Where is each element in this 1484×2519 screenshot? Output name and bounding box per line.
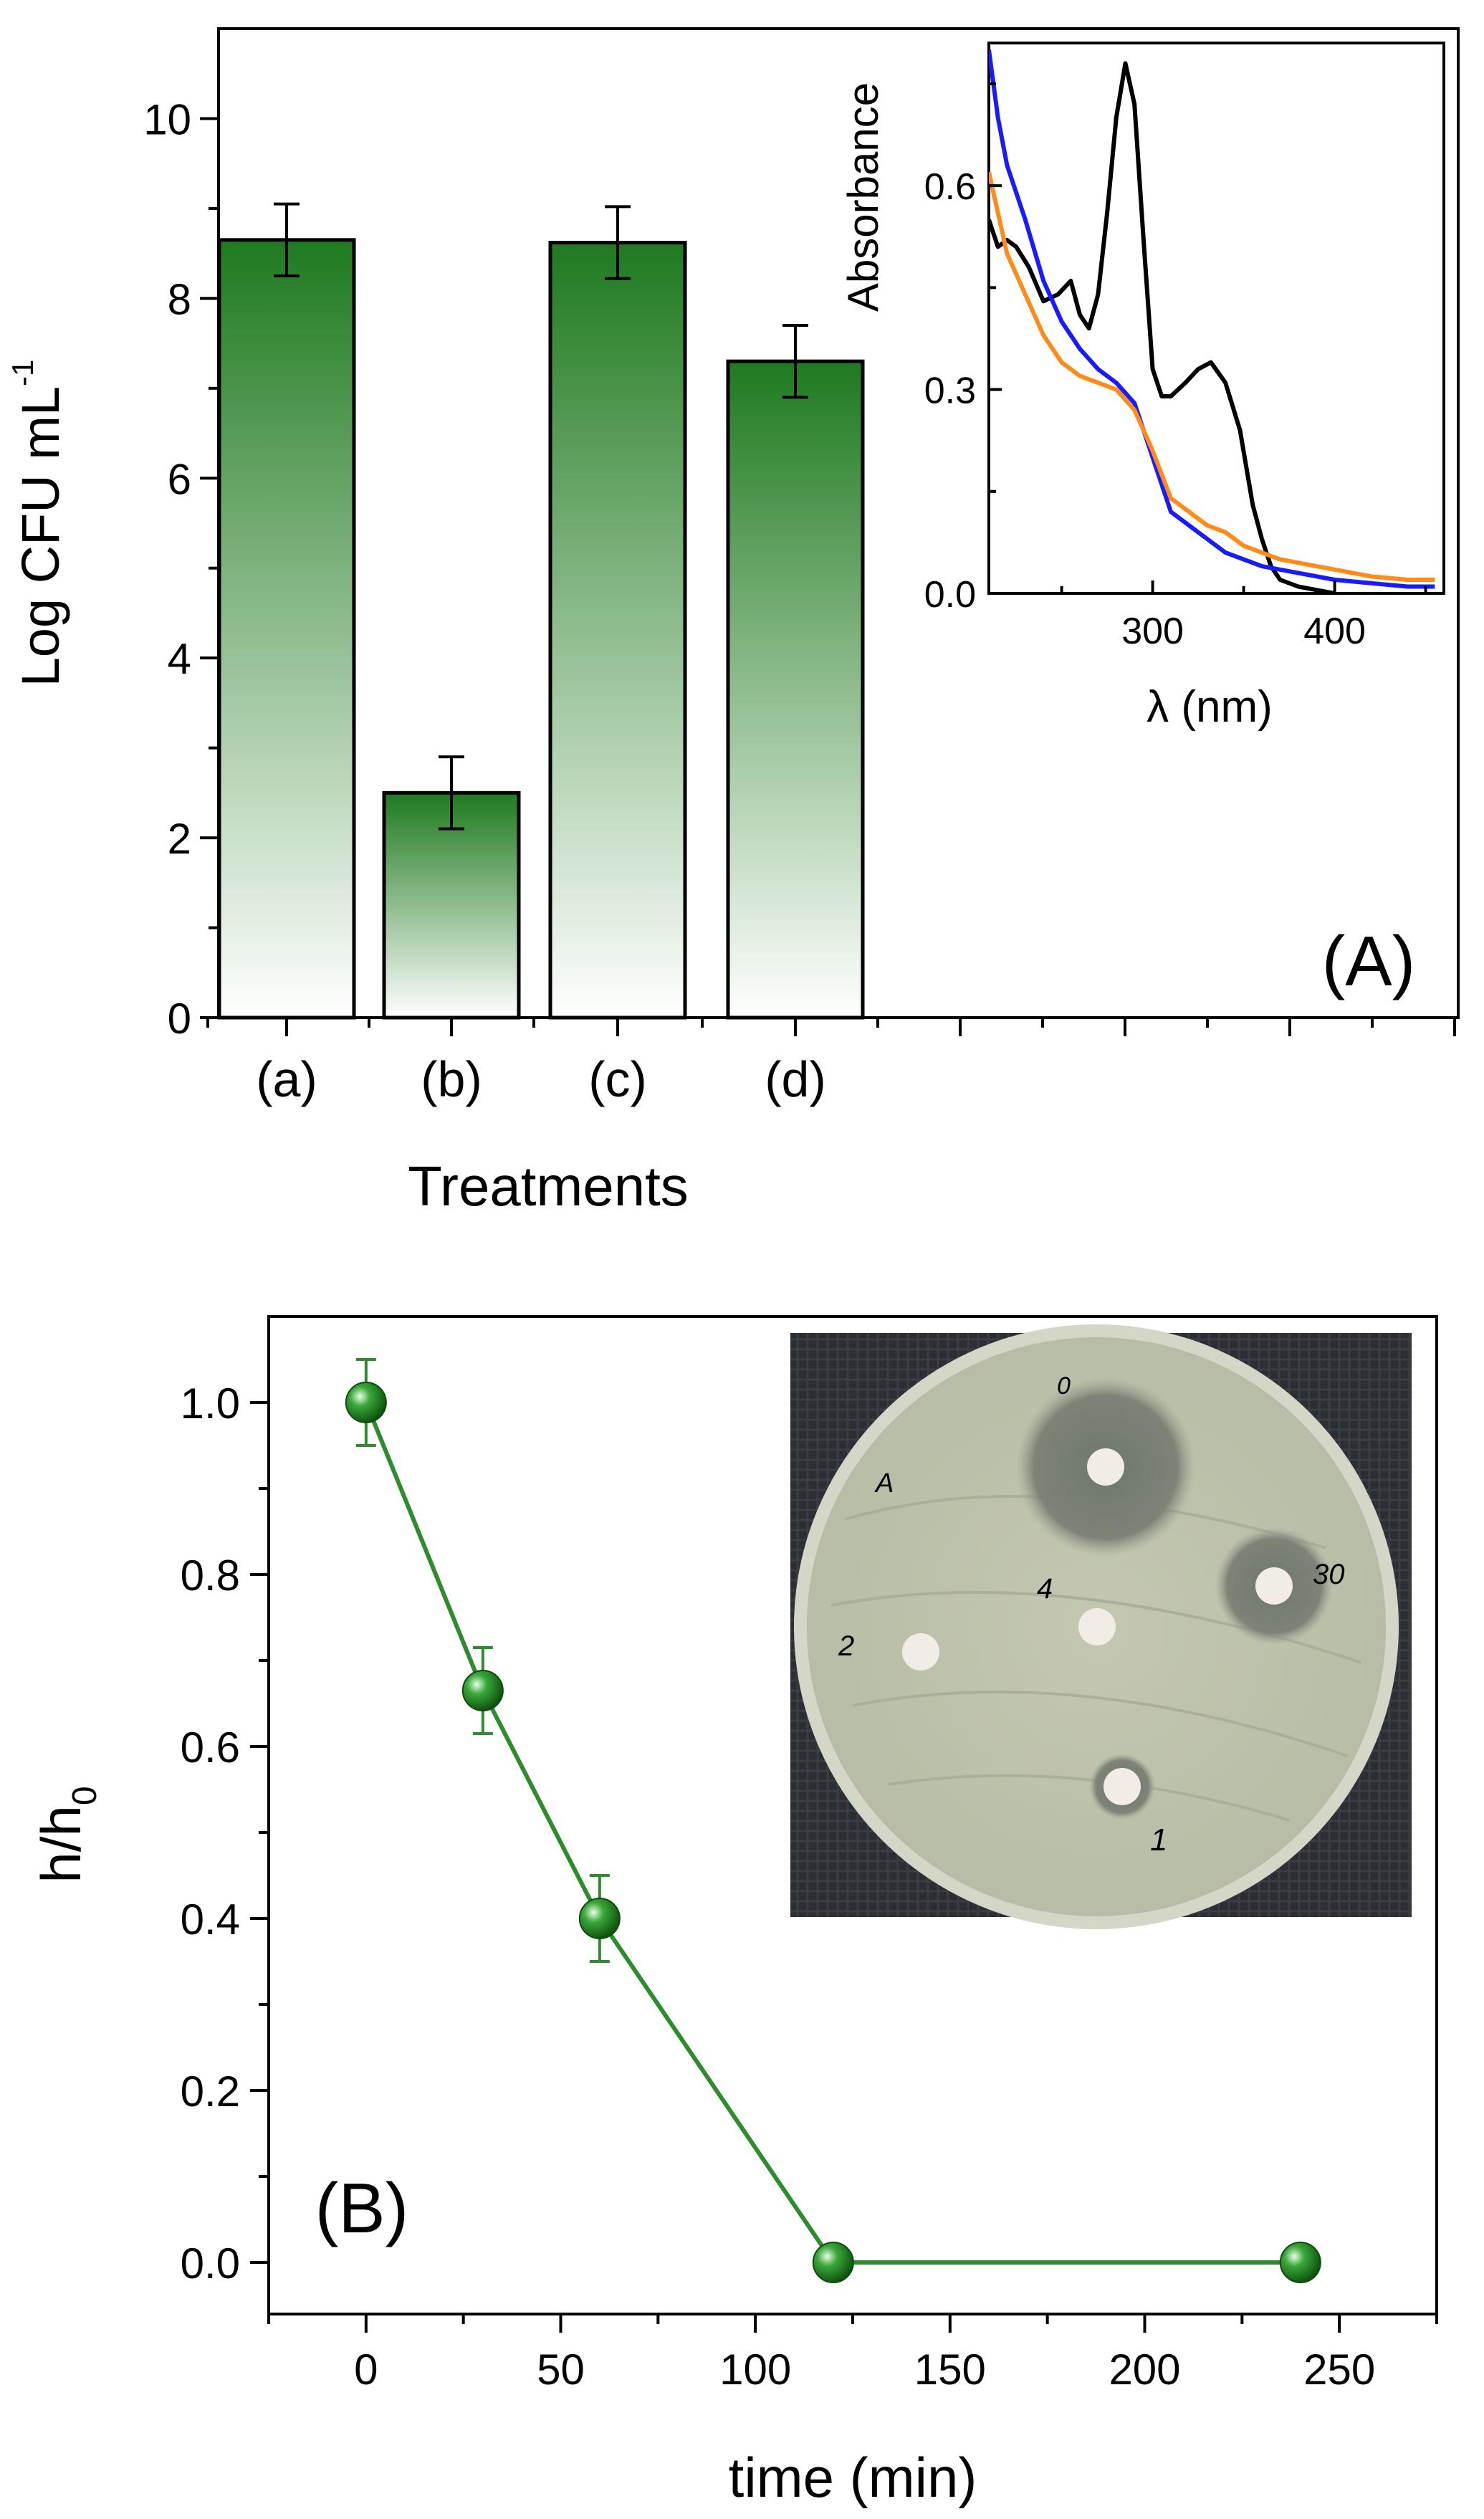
data-point-2	[578, 1898, 621, 1939]
panel-b-label: (B)	[315, 2169, 409, 2247]
plate-label-a: A	[874, 1468, 894, 1499]
y-axis-label-b-subscript: 0	[66, 1786, 104, 1805]
disk-2	[902, 1633, 939, 1670]
disk-0	[1087, 1448, 1124, 1486]
data-point-0	[345, 1382, 387, 1423]
inset-x-axis-label: λ (nm)	[1146, 682, 1273, 732]
panel-a: 0 2 4 6 8 10 (a) (b) (c) (d) Log CFU mL-1 Treatm…	[6, 27, 1460, 1218]
y-axis-ticks-b: 0.0 0.2 0.4 0.6 0.8 1.0	[181, 1380, 269, 2288]
agar-plate-photo: 0 A 30 4 2 1	[790, 1324, 1412, 1929]
y-tick-label: 4	[168, 635, 191, 683]
x-tick-b-label: 50	[537, 2346, 585, 2394]
x-tick-label: (d)	[765, 1051, 826, 1107]
data-point-1	[461, 1670, 504, 1711]
inset-x-tick-label: 300	[1121, 611, 1184, 652]
x-tick-b-label: 0	[354, 2346, 378, 2394]
y-tick-b-label: 0.8	[181, 1552, 240, 1600]
inset-series-1	[989, 49, 1435, 589]
bar-3	[726, 359, 865, 1020]
absorbance-inset: 0.0 0.3 0.6 300 400 Absorbance λ (nm)	[839, 42, 1445, 732]
y-axis-ticks: 0 2 4 6 8 10	[143, 95, 219, 1043]
y-tick-b-label: 1.0	[181, 1380, 240, 1428]
y-axis-label-superscript: -1	[6, 360, 39, 386]
y-tick-b-label: 0.0	[181, 2240, 240, 2288]
bar-series	[217, 238, 865, 1020]
x-axis-ticks-b: 0 50 100 150 200 250	[267, 2314, 1438, 2394]
bar-2	[548, 241, 687, 1020]
panel-a-label: (A)	[1322, 922, 1416, 1000]
error-bar-0	[274, 202, 300, 277]
y-tick-b-label: 0.2	[181, 2068, 240, 2116]
inset-y-axis-label: Absorbance	[839, 82, 887, 312]
y-tick-label: 6	[168, 455, 191, 503]
y-tick-b-label: 0.6	[181, 1724, 240, 1772]
x-tick-label: (b)	[421, 1051, 482, 1107]
error-bar-3	[782, 324, 808, 399]
inset-series-2	[989, 171, 1435, 582]
inset-frame	[987, 42, 1445, 595]
y-axis-label-b: h/h0	[29, 1786, 104, 1883]
x-tick-b-label: 250	[1303, 2346, 1375, 2394]
disk-30	[1255, 1567, 1293, 1605]
y-tick-label: 0	[168, 995, 191, 1043]
disk-1	[1104, 1768, 1141, 1805]
inset-y-ticks: 0.0 0.3 0.6	[924, 82, 1002, 616]
y-tick-label: 10	[143, 95, 191, 143]
x-axis-label: Treatments	[408, 1155, 689, 1218]
plate-label-0: 0	[1057, 1372, 1071, 1400]
y-tick-b-label: 0.4	[181, 1896, 240, 1944]
inset-x-ticks: 300 400	[1060, 580, 1427, 652]
data-point-4	[1279, 2242, 1321, 2283]
y-axis-label: Log CFU mL-1	[6, 360, 70, 687]
inset-x-tick-label: 400	[1303, 611, 1366, 652]
inset-y-tick-label: 0.0	[924, 574, 976, 616]
bar-0	[217, 238, 356, 1020]
y-tick-label: 2	[168, 815, 191, 863]
plate-label-1: 1	[1150, 1822, 1167, 1858]
panel-b: 0 A 30 4 2 1 0.00.20.40.60.81.0 0 50 100 15…	[29, 1315, 1438, 2509]
x-tick-label: (a)	[256, 1051, 317, 1107]
inset-series-0	[989, 61, 1336, 593]
line-series	[345, 1358, 1321, 2283]
inset-series	[989, 49, 1435, 593]
y-axis-label-b-main: h/h	[29, 1805, 92, 1883]
disk-4	[1078, 1608, 1116, 1645]
y-axis-label-main: Log CFU mL	[11, 386, 70, 687]
inset-y-tick-label: 0.6	[924, 166, 976, 208]
x-axis-ticks: (a) (b) (c) (d)	[206, 1018, 1456, 1107]
x-axis-label-b: time (min)	[729, 2446, 977, 2509]
x-tick-b-label: 200	[1109, 2346, 1180, 2394]
x-tick-label: (c)	[588, 1051, 647, 1107]
x-tick-b-label: 100	[719, 2346, 791, 2394]
inset-y-tick-label: 0.3	[924, 371, 976, 412]
x-tick-b-label: 150	[914, 2346, 986, 2394]
plate-label-4: 4	[1037, 1573, 1053, 1605]
error-bar-1	[439, 755, 464, 831]
error-bar-2	[605, 205, 631, 280]
error-bars	[274, 202, 808, 831]
data-point-3	[812, 2242, 854, 2283]
y-tick-label: 8	[168, 275, 191, 323]
plate-label-30: 30	[1313, 1559, 1345, 1590]
plate-label-2: 2	[838, 1630, 854, 1662]
